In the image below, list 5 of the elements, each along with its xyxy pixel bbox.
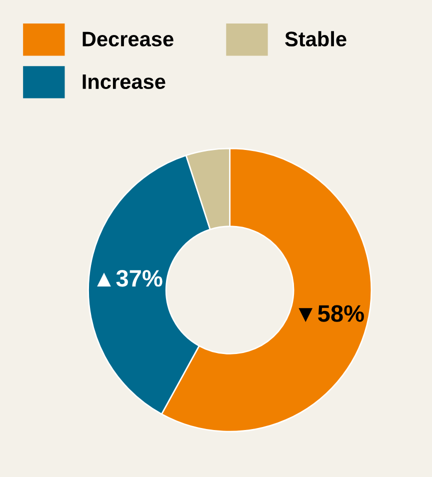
- legend-label: Increase: [82, 74, 166, 90]
- legend-label: Decrease: [82, 32, 174, 46]
- legend-label: Stable: [285, 31, 346, 46]
- data-label: ▲37%: [97, 270, 162, 287]
- data-label: ▼58%: [298, 305, 364, 322]
